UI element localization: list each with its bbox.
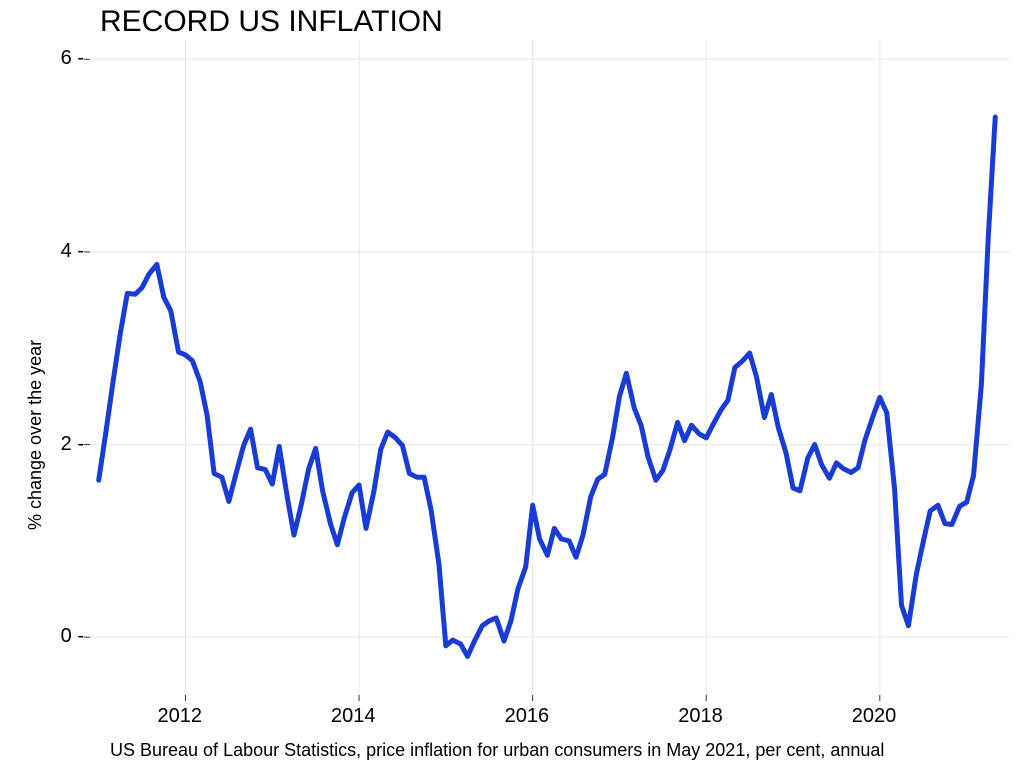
x-tick-label: 2020 (852, 705, 897, 728)
x-tick-label: 2014 (331, 705, 376, 728)
x-tick-label: 2018 (678, 705, 723, 728)
y-tick-label: 6 - (61, 47, 84, 70)
x-tick-label: 2012 (157, 705, 202, 728)
chart-caption: US Bureau of Labour Statistics, price in… (110, 740, 884, 761)
y-tick-label: 0 - (61, 625, 84, 648)
chart-container: RECORD US INFLATION % change over the ye… (0, 0, 1024, 768)
y-tick-label: 4 - (61, 240, 84, 263)
x-tick-label: 2016 (505, 705, 550, 728)
chart-svg (0, 0, 1024, 768)
y-tick-label: 2 - (61, 433, 84, 456)
